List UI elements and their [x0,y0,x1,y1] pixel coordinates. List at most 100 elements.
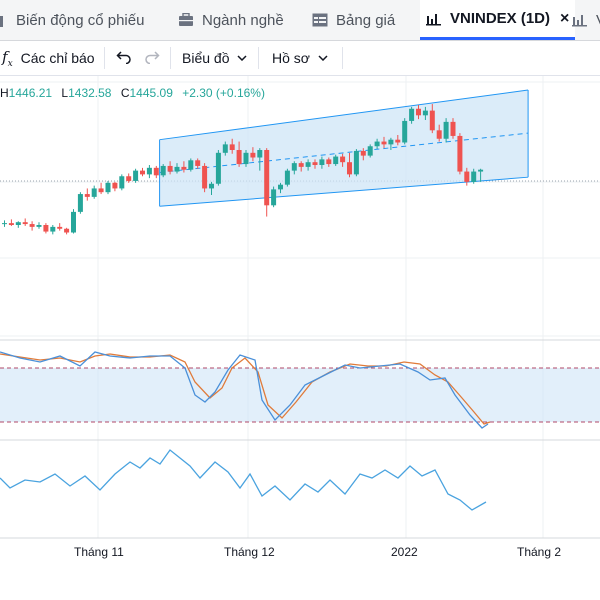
candle-body [457,135,463,172]
close-icon[interactable]: × [560,9,570,27]
stochastic-pane [0,351,600,429]
candle-body [140,170,145,175]
profile-dropdown[interactable]: Hồ sơ [272,41,328,75]
candle-body [443,121,449,139]
chart-type-label: Biểu đồ [182,50,230,66]
candlestick-icon [572,13,588,27]
candle-body [367,146,373,156]
toolbar-divider [104,47,105,69]
tab-stock-movement[interactable]: Biến động cổ phiếu [0,0,144,40]
candle-body [319,159,325,165]
candle-body [215,152,221,184]
candle-body [181,166,187,170]
redo-button[interactable] [144,41,160,75]
ohlc-legend: H1446.21 L1432.58 C1445.09 +2.30 (+0.16%… [0,86,265,100]
candle-body [464,171,470,182]
candle-body [57,226,63,229]
candle-body [264,150,270,206]
low-label: L [61,86,69,100]
channel-upper-line [159,89,529,141]
candle-body [229,144,235,150]
redo-icon [144,50,160,67]
candle-body [153,167,159,176]
chart-type-dropdown[interactable]: Biểu đồ [182,41,248,75]
candle-body [284,170,290,185]
toolbar-divider [258,47,259,69]
candle-body [340,156,346,163]
price-chart[interactable] [0,76,600,600]
candle-body [291,163,297,171]
candle-body [471,171,477,182]
candle-body [50,226,56,232]
candle-body [8,223,14,225]
chevron-down-icon [237,55,248,61]
candle-body [174,166,180,172]
chart-toolbar: fx Các chỉ báo Biểu đồ Hồ sơ [0,41,600,76]
candle-body [188,160,194,170]
candle-body [450,121,456,136]
stochastic-k-line [0,351,489,429]
candle-body [71,211,76,233]
candle-body [84,194,90,197]
x-axis-label: Tháng 11 [74,545,124,559]
candle-body [436,130,442,139]
candle-body [409,108,415,121]
candle-body [91,188,97,197]
high-value: 1446.21 [8,86,53,100]
candle-body [422,110,428,116]
candle-body [429,110,435,131]
chevron-down-icon [318,55,328,61]
toolbar-divider [342,47,343,69]
candle-body [388,139,394,145]
change-value: +2.30 (+0.16%) [182,86,265,100]
indicators-button[interactable]: fx Các chỉ báo [2,41,95,75]
candle-body [29,224,35,227]
high-label: H [0,86,9,100]
undo-button[interactable] [116,41,132,75]
candle-body [333,156,339,165]
candle-body [402,120,408,143]
candle-body [119,176,125,189]
tab-label: Bảng giá [336,11,396,29]
tab-partial[interactable]: V [572,0,600,40]
candle-body [202,165,208,189]
candle-body [271,189,277,206]
candlestick-icon [426,12,442,26]
price-channel [159,89,529,207]
candle-body [360,150,366,156]
candle-body [278,184,283,190]
x-axis-label: 2022 [391,545,418,559]
oscillator-band-fill [0,368,600,422]
close-value: 1445.09 [129,86,173,100]
tab-industry[interactable]: Ngành nghề [178,0,284,40]
candle-body [305,162,311,167]
candle-body [112,182,118,189]
stochastic-d-line [0,353,491,425]
tab-label: Ngành nghề [202,11,284,29]
toolbar-divider [170,47,171,69]
undo-icon [116,50,132,67]
close-label: C [120,86,130,100]
candle-body [347,162,352,175]
bar-chart-icon [0,13,8,27]
tab-label: V [596,12,600,29]
briefcase-icon [178,13,194,27]
candle-body [395,139,401,143]
candle-body [222,144,228,153]
candle-body [98,188,104,193]
candle-body [126,176,132,181]
candle-body [2,223,7,225]
x-axis-label: Tháng 12 [224,545,275,559]
candle-body [326,159,332,165]
candle-body [243,152,249,165]
candle-body [257,150,263,158]
tab-price-board[interactable]: Bảng giá [312,0,395,40]
x-axis-label: Tháng 2 [517,545,562,559]
candle-body [374,141,380,147]
low-value: 1432.58 [68,86,112,100]
channel-mid-line [159,132,529,173]
table-icon [312,13,328,27]
tab-vnindex[interactable]: VNINDEX (1D) × [420,0,576,40]
candle-body [43,225,49,232]
candle-body [209,183,214,189]
